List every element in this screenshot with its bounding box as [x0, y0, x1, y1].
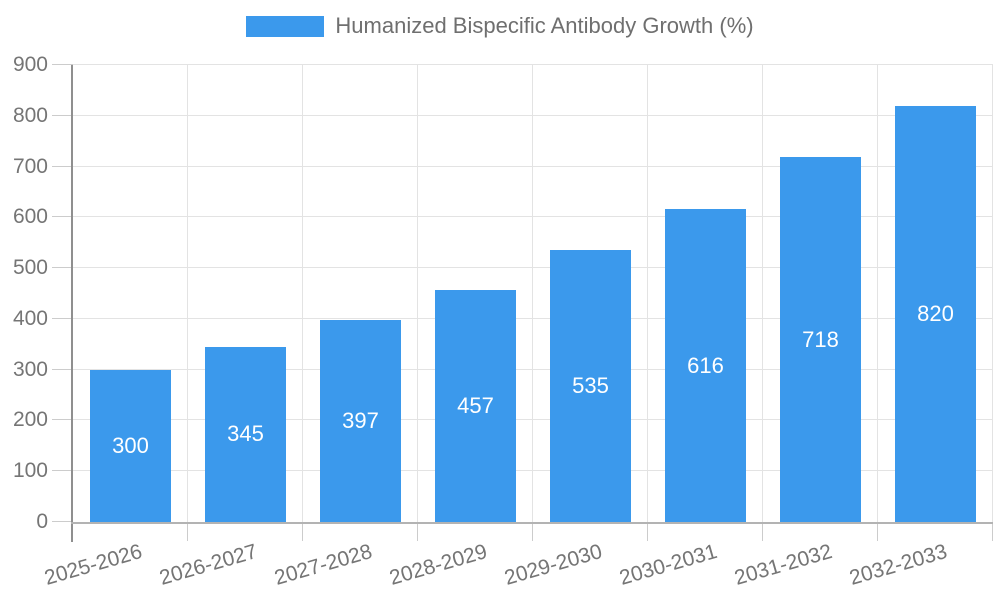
y-axis-tick	[52, 318, 73, 319]
x-axis-category-label: 2027-2028	[271, 540, 375, 590]
bar: 345	[205, 346, 286, 522]
x-axis-tick	[302, 522, 303, 541]
y-axis-tick-label: 400	[12, 306, 48, 330]
bar-value-label: 535	[572, 373, 609, 399]
x-axis-line	[71, 522, 993, 524]
x-axis-tick	[532, 522, 533, 541]
bar-value-label: 300	[112, 432, 149, 458]
bar-value-label: 616	[687, 352, 724, 378]
gridline-vertical	[877, 65, 878, 522]
x-axis-tick	[417, 522, 418, 541]
x-axis-category-label: 2026-2027	[156, 540, 260, 590]
bar-value-label: 457	[457, 392, 494, 418]
gridline-vertical	[187, 65, 188, 522]
bar-value-label: 718	[802, 326, 839, 352]
x-axis-category-label: 2032-2033	[846, 540, 950, 590]
legend-label: Humanized Bispecific Antibody Growth (%)	[335, 13, 754, 38]
x-axis-tick	[877, 522, 878, 541]
gridline-horizontal	[73, 166, 993, 167]
bar: 397	[320, 320, 401, 522]
y-axis-tick	[52, 216, 73, 217]
gridline-horizontal	[73, 216, 993, 217]
gridline-horizontal	[73, 115, 993, 116]
y-axis-tick	[52, 64, 73, 65]
bar-value-label: 397	[342, 408, 379, 434]
gridline-vertical	[762, 65, 763, 522]
bar-value-label: 820	[917, 300, 954, 326]
y-axis-tick	[52, 419, 73, 420]
y-axis-tick	[52, 521, 73, 522]
gridline-vertical	[532, 65, 533, 522]
y-axis-tick-label: 200	[12, 408, 48, 432]
x-axis-category-label: 2030-2031	[616, 540, 720, 590]
y-axis-tick-label: 300	[12, 357, 48, 381]
gridline-horizontal	[73, 419, 993, 420]
gridline-vertical	[302, 65, 303, 522]
bar: 457	[435, 289, 516, 522]
legend-swatch-icon	[246, 15, 325, 37]
x-axis-tick	[762, 522, 763, 541]
x-axis-category-label: 2031-2032	[731, 540, 835, 590]
y-axis-tick-label: 0	[36, 510, 48, 533]
bar: 820	[895, 105, 976, 522]
y-axis-tick	[52, 267, 73, 268]
bar: 616	[665, 209, 746, 522]
y-axis-tick	[52, 115, 73, 116]
y-axis-tick-label: 700	[12, 154, 48, 178]
x-axis-category-label: 2025-2026	[41, 540, 145, 590]
y-axis-tick-label: 100	[12, 459, 48, 483]
x-axis-category-label: 2028-2029	[386, 540, 490, 590]
x-axis-tick	[647, 522, 648, 541]
x-axis-tick	[992, 522, 993, 541]
y-axis-line	[71, 65, 73, 542]
bar: 300	[90, 369, 171, 522]
gridline-vertical	[992, 65, 993, 522]
y-axis-tick-label: 600	[12, 205, 48, 229]
gridline-horizontal	[73, 470, 993, 471]
gridline-horizontal	[73, 64, 993, 65]
y-axis-tick-label: 500	[12, 256, 48, 280]
y-axis-tick	[52, 470, 73, 471]
x-axis-category-label: 2029-2030	[501, 540, 605, 590]
y-axis-tick-label: 900	[12, 53, 48, 76]
y-axis-tick	[52, 369, 73, 370]
gridline-vertical	[647, 65, 648, 522]
y-axis-tick-label: 800	[12, 103, 48, 127]
bar: 535	[550, 250, 631, 522]
y-axis-tick	[52, 166, 73, 167]
gridline-horizontal	[73, 369, 993, 370]
gridline-horizontal	[73, 318, 993, 319]
gridline-vertical	[417, 65, 418, 522]
bar-value-label: 345	[227, 421, 264, 447]
bar: 718	[780, 157, 861, 522]
gridline-horizontal	[73, 267, 993, 268]
legend[interactable]: Humanized Bispecific Antibody Growth (%)	[0, 13, 1000, 39]
x-axis-tick	[187, 522, 188, 541]
